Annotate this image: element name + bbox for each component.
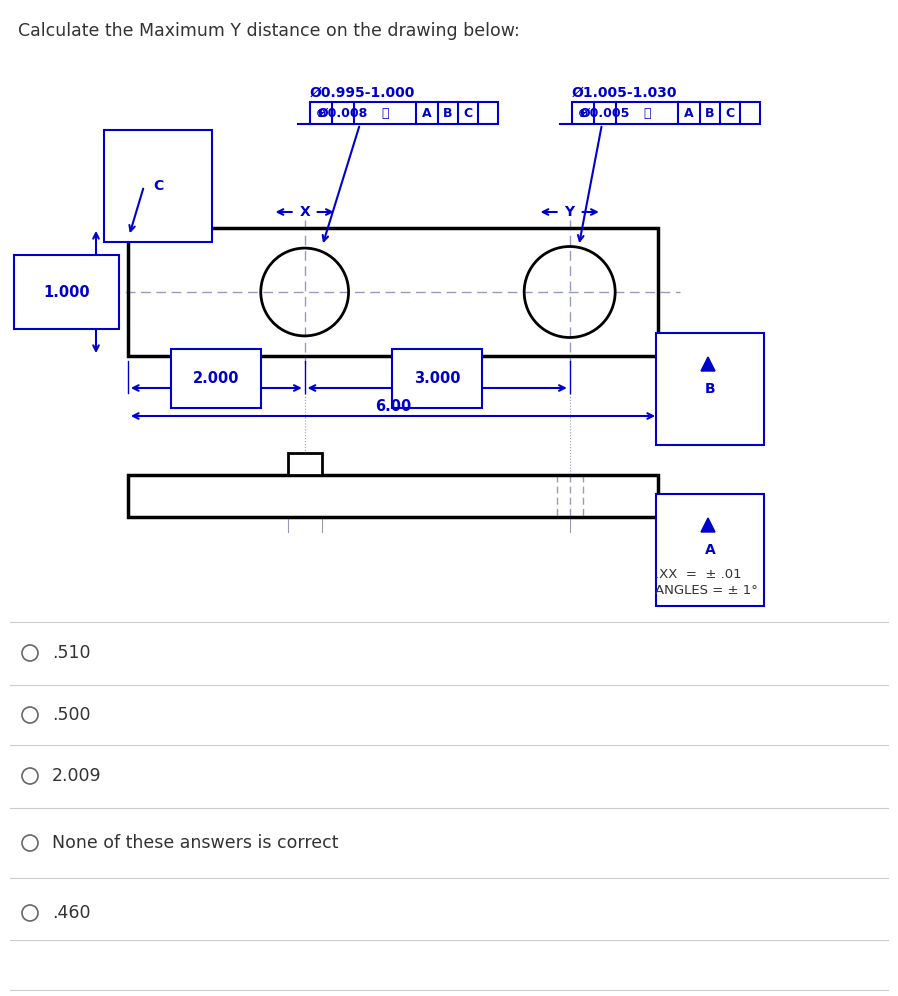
Polygon shape xyxy=(701,357,715,371)
Text: A: A xyxy=(684,107,694,120)
Text: None of these answers is correct: None of these answers is correct xyxy=(52,834,339,852)
Bar xyxy=(128,228,658,356)
Text: 2.000: 2.000 xyxy=(193,371,240,386)
Text: A: A xyxy=(422,107,432,120)
Text: 6.00: 6.00 xyxy=(374,399,411,414)
Circle shape xyxy=(22,768,38,784)
Circle shape xyxy=(22,835,38,851)
Text: Calculate the Maximum Y distance on the drawing below:: Calculate the Maximum Y distance on the … xyxy=(18,22,520,40)
Text: .XX  =  ± .01: .XX = ± .01 xyxy=(655,568,742,581)
Text: Ⓜ: Ⓜ xyxy=(382,107,389,120)
Text: Ø0.008: Ø0.008 xyxy=(318,107,368,120)
Text: Y: Y xyxy=(565,205,575,219)
Text: .460: .460 xyxy=(52,904,91,922)
Text: C: C xyxy=(726,107,735,120)
Polygon shape xyxy=(701,518,715,532)
Text: Ø0.005: Ø0.005 xyxy=(580,107,630,120)
Circle shape xyxy=(22,645,38,661)
Bar xyxy=(572,102,760,124)
Text: Ø1.005-1.030: Ø1.005-1.030 xyxy=(572,86,677,100)
Text: ⊕: ⊕ xyxy=(316,107,326,120)
Text: A: A xyxy=(705,543,716,557)
Text: B: B xyxy=(705,107,715,120)
Text: C: C xyxy=(463,107,472,120)
Circle shape xyxy=(22,905,38,921)
Text: C: C xyxy=(153,179,163,193)
Circle shape xyxy=(22,707,38,723)
Text: B: B xyxy=(705,382,716,396)
Text: 1.000: 1.000 xyxy=(43,285,90,300)
Text: X: X xyxy=(299,205,310,219)
Text: Ⓜ: Ⓜ xyxy=(643,107,651,120)
Text: ANGLES = ± 1°: ANGLES = ± 1° xyxy=(655,584,758,597)
Bar xyxy=(287,453,321,475)
Text: 2.009: 2.009 xyxy=(52,767,101,785)
Text: .510: .510 xyxy=(52,644,91,662)
Bar xyxy=(310,102,498,124)
Text: B: B xyxy=(444,107,453,120)
Text: .500: .500 xyxy=(52,706,91,724)
Text: 3.000: 3.000 xyxy=(414,371,461,386)
Text: Ø0.995-1.000: Ø0.995-1.000 xyxy=(310,86,416,100)
Bar xyxy=(128,475,658,517)
Text: ⊕: ⊕ xyxy=(577,107,588,120)
